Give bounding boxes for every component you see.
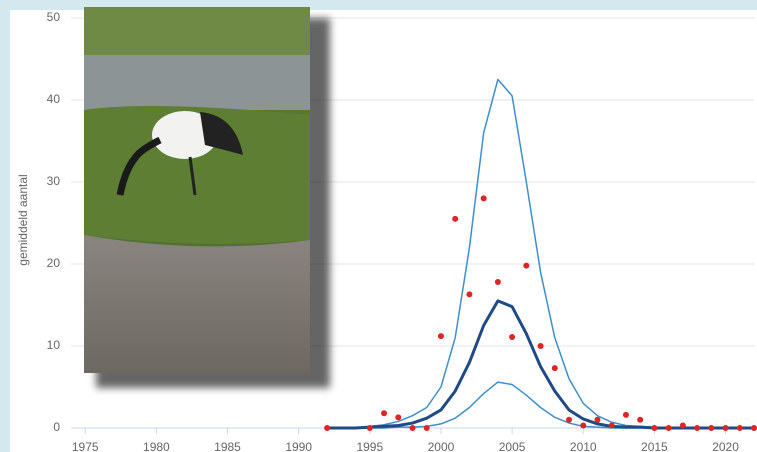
point <box>651 425 658 431</box>
photo-grass <box>84 106 310 244</box>
x-tick-label: 1990 <box>285 440 312 452</box>
point <box>437 333 444 340</box>
y-tick-label: 20 <box>47 256 61 270</box>
y-tick-label: 10 <box>47 338 61 352</box>
x-tick-label: 1980 <box>143 440 170 452</box>
photo-grass-far <box>84 7 310 57</box>
point <box>622 411 629 418</box>
point <box>665 425 672 431</box>
bird-body <box>152 111 218 159</box>
point <box>466 291 473 298</box>
point <box>509 333 516 340</box>
x-tick-label: 2005 <box>499 440 526 452</box>
bird-tail <box>200 112 243 155</box>
photo-mud <box>84 235 310 373</box>
point <box>580 422 587 429</box>
x-tick-label: 1975 <box>72 440 99 452</box>
point <box>423 425 430 431</box>
point <box>366 425 373 431</box>
point <box>551 365 558 372</box>
point <box>679 422 686 429</box>
point <box>395 414 402 421</box>
point <box>480 195 487 202</box>
bird-neck <box>116 136 162 196</box>
point <box>751 425 757 431</box>
point <box>409 425 416 431</box>
x-tick-label: 1995 <box>356 440 383 452</box>
photo <box>84 7 330 388</box>
point <box>537 343 544 349</box>
x-tick-label: 1985 <box>214 440 241 452</box>
point <box>708 425 715 431</box>
point <box>722 425 729 431</box>
point <box>566 416 573 423</box>
y-tick-label: 30 <box>47 174 61 188</box>
point <box>452 215 459 222</box>
photo-water <box>84 55 310 110</box>
x-tick-label: 2020 <box>712 440 739 452</box>
point <box>381 410 388 417</box>
point <box>608 422 615 429</box>
x-tick-label: 2015 <box>641 440 668 452</box>
point <box>736 425 743 431</box>
bird-leg <box>188 156 197 196</box>
y-tick-label: 40 <box>47 92 61 106</box>
y-axis-label: gemiddeld aantal <box>16 174 30 265</box>
y-tick-label: 50 <box>47 10 61 24</box>
point <box>324 425 331 431</box>
x-tick-label: 2000 <box>428 440 455 452</box>
point <box>494 279 501 286</box>
x-tick-label: 2010 <box>570 440 597 452</box>
point <box>694 425 701 431</box>
y-tick-label: 0 <box>53 420 60 434</box>
point <box>523 262 530 269</box>
point <box>637 416 644 423</box>
point <box>594 416 601 423</box>
